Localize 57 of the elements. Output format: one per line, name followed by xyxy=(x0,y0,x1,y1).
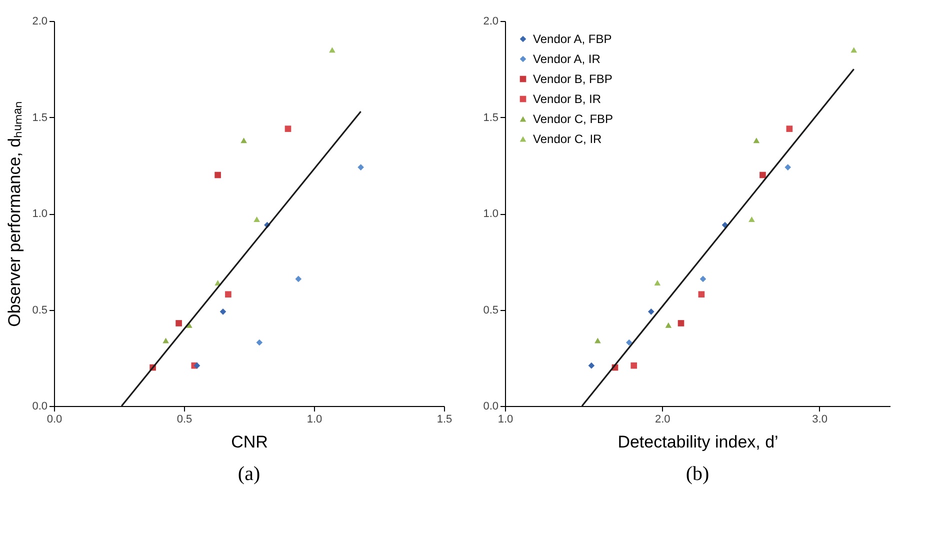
point xyxy=(630,362,638,369)
point xyxy=(665,322,672,328)
point xyxy=(329,47,336,53)
y-tick-label: 2.0 xyxy=(483,16,498,28)
legend-label: Vendor B, FBP xyxy=(533,72,612,86)
point xyxy=(284,126,292,132)
point xyxy=(626,339,632,346)
point xyxy=(220,308,226,315)
x-tick-label: 1.0 xyxy=(498,414,514,426)
x-tick-label: 1.5 xyxy=(436,414,452,426)
legend-label: Vendor A, IR xyxy=(533,52,601,66)
legend-label: Vendor C, FBP xyxy=(533,112,614,126)
point xyxy=(194,362,200,369)
point xyxy=(225,291,232,298)
legend-label: Vendor B, IR xyxy=(533,92,602,106)
x-tick-label: 2.0 xyxy=(654,414,670,426)
point xyxy=(214,172,221,178)
point xyxy=(700,276,706,282)
y-axis-title: Observer performance, dₕᵤₘₐₙ xyxy=(5,101,24,327)
point xyxy=(254,216,260,222)
y-tick-label: 1.5 xyxy=(32,112,48,124)
point xyxy=(295,276,302,282)
point xyxy=(648,308,654,315)
point xyxy=(753,138,760,144)
x-tick-label: 1.0 xyxy=(306,414,322,426)
point xyxy=(760,172,766,178)
point xyxy=(240,138,247,144)
y-tick-label: 0.0 xyxy=(483,400,498,412)
point xyxy=(588,362,595,369)
point xyxy=(678,320,684,326)
x-tick-label: 0.5 xyxy=(176,414,192,426)
x-tick-label: 0.0 xyxy=(46,414,62,426)
text: (a) xyxy=(238,463,260,485)
point xyxy=(176,320,182,326)
point xyxy=(594,338,601,344)
point xyxy=(850,47,858,53)
legend-label: Vendor A, FBP xyxy=(533,32,612,46)
point xyxy=(784,164,792,170)
y-tick-label: 2.0 xyxy=(32,16,48,28)
point xyxy=(748,216,755,222)
x-axis-title: CNR xyxy=(231,432,268,452)
x-tick-label: 3.0 xyxy=(812,414,828,426)
legend-label: Vendor C, IR xyxy=(533,132,602,146)
text: (b) xyxy=(686,463,710,485)
x-axis-title: Detectability index, d’ xyxy=(618,432,778,452)
point xyxy=(698,291,705,298)
y-tick-label: 1.0 xyxy=(32,208,48,220)
y-tick-label: 0.5 xyxy=(32,304,48,316)
point xyxy=(358,164,364,170)
point xyxy=(162,338,169,344)
point xyxy=(786,126,793,132)
point xyxy=(654,280,661,286)
y-tick-label: 0.0 xyxy=(32,400,48,412)
y-tick-label: 0.5 xyxy=(483,304,498,316)
y-tick-label: 1.0 xyxy=(483,208,498,220)
point xyxy=(256,339,263,346)
y-tick-label: 1.5 xyxy=(483,112,498,124)
